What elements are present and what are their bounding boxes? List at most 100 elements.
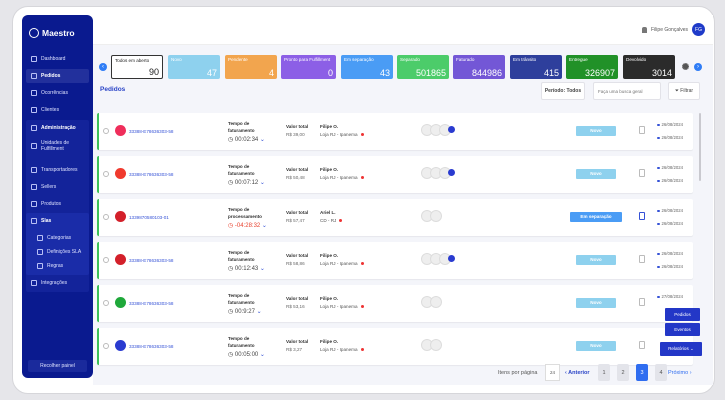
invoice-icon[interactable] (639, 298, 645, 306)
sidebar-item-sellers[interactable]: Sellers (26, 180, 89, 194)
order-row[interactable]: 1339870580103-01 Tempo de processamento ◷ … (97, 199, 693, 236)
sidebar-item-ocorr-ncias[interactable]: Ocorrências (26, 86, 89, 100)
sidebar-item-dashboard[interactable]: Dashboard (26, 52, 89, 66)
status-card[interactable]: Faturado 844986 (453, 55, 505, 79)
page-button[interactable]: 2 (617, 364, 629, 381)
total-value: R$ 50,48 (286, 175, 305, 180)
sidebar-item-integra-es[interactable]: Integrações (26, 276, 89, 290)
cards-next-button[interactable]: › (694, 63, 702, 71)
order-id-link[interactable]: 1339870580103-01 (129, 215, 169, 220)
expand-icon[interactable] (103, 257, 109, 263)
order-id-link[interactable]: 33388-E78636303-58 (129, 129, 174, 134)
chevron-down-icon[interactable]: ⌄ (258, 266, 265, 272)
chevron-down-icon[interactable]: ⌄ (260, 223, 267, 229)
sidebar-item-clientes[interactable]: Clientes (26, 103, 89, 117)
sidebar-item-regras[interactable]: Regras (26, 259, 89, 273)
expand-icon[interactable] (103, 300, 109, 306)
status-card[interactable]: Pendente 4 (225, 55, 277, 79)
sidebar-item-slas[interactable]: Slas (26, 214, 89, 228)
sidebar-item-transportadores[interactable]: Transportadores (26, 163, 89, 177)
order-row[interactable]: 33388-E78636303-58 Tempo de faturamento ◷ … (97, 156, 693, 193)
bell-icon[interactable] (642, 26, 648, 33)
time-value[interactable]: ◷ 00:02:34 ⌄ (228, 136, 265, 143)
order-row[interactable]: 33388-E78636303-58 Tempo de faturamento ◷ … (97, 113, 693, 150)
user-menu[interactable]: Filipe Gonçalves FG (642, 23, 705, 36)
status-card[interactable]: Pronto para Fulfillment 0 (281, 55, 336, 79)
time-value[interactable]: ◷ 00:07:12 ⌄ (228, 179, 265, 186)
product-thumbnails[interactable] (421, 339, 442, 351)
filter-label: Filtrar (680, 88, 694, 94)
fab-pedidos-button[interactable]: Pedidos (665, 308, 700, 321)
more-products-badge[interactable] (448, 255, 455, 262)
page-button[interactable]: 3 (636, 364, 648, 381)
chevron-down-icon[interactable]: ⌄ (258, 180, 265, 186)
sidebar-item-label: Categorias (47, 235, 72, 241)
chevron-down-icon[interactable]: ⌄ (258, 352, 265, 358)
chevron-down-icon[interactable]: ⌄ (258, 137, 265, 143)
sidebar-item-pedidos[interactable]: Pedidos (26, 69, 89, 83)
more-products-badge[interactable] (448, 169, 455, 176)
time-value[interactable]: ◷ 00:9:27 ⌄ (228, 308, 262, 315)
status-card[interactable]: Devolvido 3014 (623, 55, 675, 79)
search-input[interactable] (593, 82, 661, 100)
reports-dropdown-button[interactable]: Relatórios ⌄ (660, 342, 702, 356)
scrollbar[interactable] (699, 113, 701, 181)
product-thumbnails[interactable] (421, 253, 455, 265)
expand-icon[interactable] (103, 128, 109, 134)
status-card-label: Em separação (344, 57, 374, 62)
sidebar-item-produtos[interactable]: Produtos (26, 197, 89, 211)
order-id-link[interactable]: 33388-E78636303-58 (129, 301, 174, 306)
expand-icon[interactable] (103, 171, 109, 177)
product-thumbnails[interactable] (421, 296, 442, 308)
filter-button[interactable]: ⏷ Filtrar (668, 82, 700, 100)
product-thumbnails[interactable] (421, 210, 442, 222)
prev-page-button[interactable]: ‹ Anterior (565, 369, 590, 376)
top-header: Filipe Gonçalves FG (93, 15, 713, 45)
cards-prev-button[interactable]: ‹ (99, 63, 107, 71)
sidebar-item-categorias[interactable]: Categorias (26, 231, 89, 245)
chevron-down-icon[interactable]: ⌄ (254, 309, 262, 315)
order-row[interactable]: 33388-E78636303-58 Tempo de faturamento ◷ … (97, 328, 693, 365)
sidebar-item-administra-o[interactable]: Administração (26, 121, 89, 135)
period-button[interactable]: Período: Todos (541, 82, 585, 100)
status-badge: Novo (576, 169, 616, 179)
order-row[interactable]: 33388-E78636303-58 Tempo de faturamento ◷ … (97, 242, 693, 279)
order-row[interactable]: 33388-E78636303-58 Tempo de faturamento ◷ … (97, 285, 693, 322)
invoice-icon[interactable] (639, 169, 645, 177)
invoice-icon[interactable] (639, 126, 645, 134)
order-id-link[interactable]: 33388-E78636303-58 (129, 258, 174, 263)
invoice-icon[interactable] (639, 341, 645, 349)
gear-icon[interactable] (682, 63, 689, 70)
page-button[interactable]: 1 (598, 364, 610, 381)
more-products-badge[interactable] (448, 126, 455, 133)
order-id-link[interactable]: 33388-E78636303-58 (129, 344, 174, 349)
time-value[interactable]: ◷ -04:28:32 ⌄ (228, 222, 267, 229)
expand-icon[interactable] (103, 214, 109, 220)
time-value[interactable]: ◷ 00:05:00 ⌄ (228, 351, 265, 358)
status-card[interactable]: Separado 501865 (397, 55, 449, 79)
order-id-link[interactable]: 33388-E78636303-58 (129, 172, 174, 177)
sidebar-item-defini-es-sla[interactable]: Definições SLA (26, 245, 89, 259)
next-page-button[interactable]: Próximo › (668, 369, 692, 376)
expand-icon[interactable] (103, 343, 109, 349)
status-card[interactable]: Novo 47 (168, 55, 220, 79)
invoice-icon[interactable] (639, 255, 645, 263)
time-value[interactable]: ◷ 00:12:43 ⌄ (228, 265, 265, 272)
status-card[interactable]: Em separação 43 (341, 55, 393, 79)
status-card[interactable]: Todos em aberto 90 (111, 55, 163, 79)
invoice-icon[interactable] (639, 212, 645, 220)
total-label: Valor total (286, 124, 309, 129)
collapse-panel-button[interactable]: Recolher painel (28, 360, 87, 372)
sidebar-item-unidades-de-fulfillment[interactable]: Unidades de Fulfillment (26, 136, 89, 156)
product-thumbnails[interactable] (421, 124, 455, 136)
per-page-select[interactable]: 24 (545, 364, 560, 381)
avatar[interactable]: FG (692, 23, 705, 36)
page-button[interactable]: 4 (655, 364, 667, 381)
store: Loja RJ - Ipanema (320, 304, 364, 309)
sidebar-item-label: Transportadores (41, 167, 78, 173)
status-card[interactable]: Entregue 326907 (566, 55, 618, 79)
fab-eventos-button[interactable]: Eventos (665, 323, 700, 336)
status-card[interactable]: Em trânsito 415 (510, 55, 562, 79)
product-thumbnails[interactable] (421, 167, 455, 179)
status-card-value: 3014 (651, 68, 672, 78)
